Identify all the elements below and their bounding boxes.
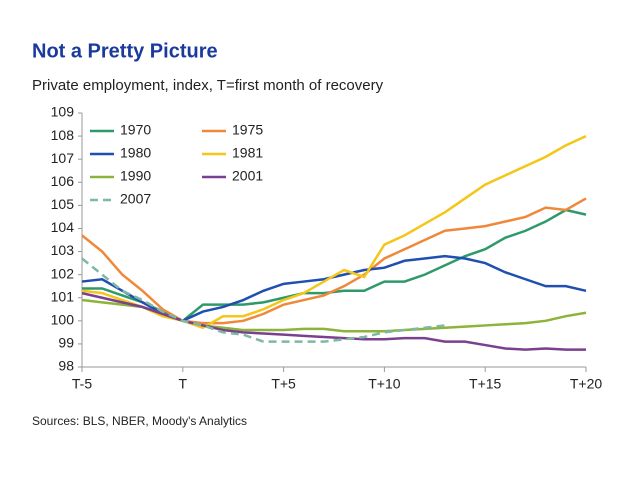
y-tick-label: 108 [51,127,75,143]
legend-label: 2007 [120,191,151,207]
series-line [81,291,586,351]
y-tick-label: 102 [51,265,75,281]
x-tick-label: T+5 [271,376,296,392]
legend-label: 1980 [120,145,151,161]
series-line [81,257,446,343]
y-tick-label: 104 [51,219,75,235]
x-tick-label: T-5 [72,376,92,392]
y-tick-label: 98 [58,358,74,374]
legend-label: 2001 [232,168,263,184]
y-tick-label: 101 [51,288,75,304]
legend-label: 1970 [120,122,151,138]
x-tick-label: T+10 [368,376,401,392]
chart-subtitle: Private employment, index, T=first month… [32,77,384,94]
legend-label: 1981 [232,145,263,161]
y-tick-label: 103 [51,242,75,258]
y-tick-label: 105 [51,196,75,212]
y-tick-label: 106 [51,173,75,189]
chart-title: Not a Pretty Picture [32,40,218,62]
legend-label: 1990 [120,168,151,184]
x-tick-label: T+20 [570,376,603,392]
y-tick-label: 100 [51,312,75,328]
source-note: Sources: BLS, NBER, Moody's Analytics [32,414,247,428]
legend-label: 1975 [232,122,263,138]
y-tick-label: 107 [51,150,75,166]
y-tick-label: 99 [58,335,74,351]
y-tick-label: 109 [51,104,75,120]
x-tick-label: T+15 [469,376,502,392]
x-tick-label: T [179,376,188,392]
series-line [81,197,587,325]
series-line [81,134,587,330]
